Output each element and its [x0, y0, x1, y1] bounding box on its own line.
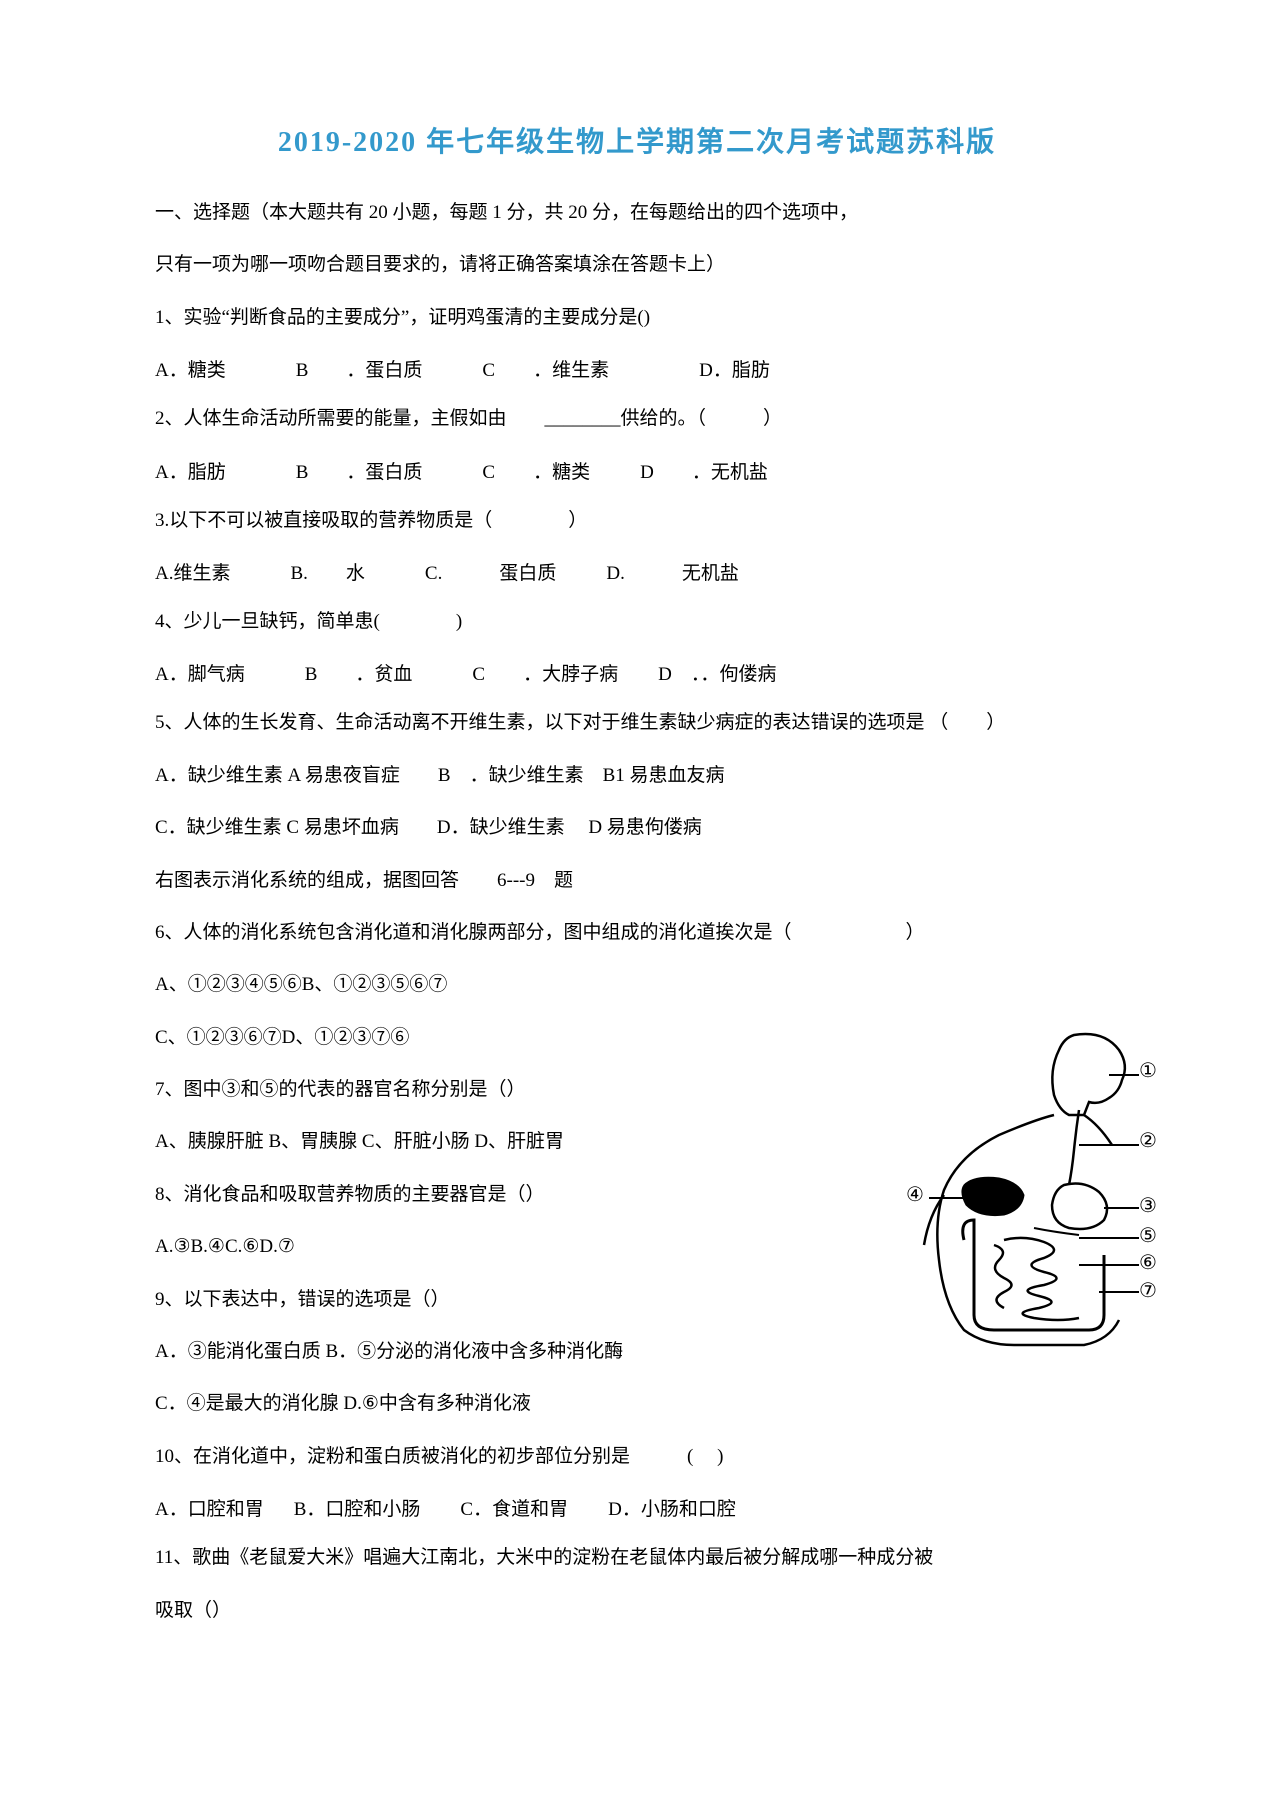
question-text: 3.以下不可以被直接吸取的营养物质是（ ） [155, 506, 1119, 536]
question-text: 6、人体的消化系统包含消化道和消化腺两部分，图中组成的消化道挨次是（ ） [155, 918, 1119, 948]
option: D. 无机盐 [606, 558, 738, 585]
option: C ．大脖子病 [472, 659, 618, 686]
question-options: A．脂肪 B ．蛋白质 C ．糖类 D ．无机盐 [155, 457, 1119, 484]
question-text: 4、少儿一旦缺钙，简单患( ) [155, 607, 1119, 637]
option: B．口腔和小肠 [294, 1494, 421, 1521]
diagram-label-1: ① [1139, 1058, 1157, 1083]
question-text: 右图表示消化系统的组成，据图回答 6---9 题 [155, 866, 1119, 896]
option: B ．蛋白质 [296, 355, 423, 382]
option: C．食道和胃 [460, 1494, 568, 1521]
question-options: A．糖类 B ．蛋白质 C ．维生素 D．脂肪 [155, 355, 1119, 382]
question-text: 1、实验“判断食品的主要成分”，证明鸡蛋清的主要成分是() [155, 303, 1119, 333]
option: D ．无机盐 [640, 457, 768, 484]
question-text: 11、歌曲《老鼠爱大米》唱遍大江南北，大米中的淀粉在老鼠体内最后被分解成哪一种成… [155, 1543, 1119, 1573]
instruction-line: 一、选择题（本大题共有 20 小题，每题 1 分，共 20 分，在每题给出的四个… [155, 198, 1119, 228]
question-text: 2、人体生命活动所需要的能量，主假如由 ________供给的。（ ） [155, 404, 1119, 434]
option: C ．糖类 [482, 457, 590, 484]
option: C ．维生素 [482, 355, 609, 382]
question-options-line: A．缺少维生素 A 易患夜盲症 B ．缺少维生素 B1 易患血友病 [155, 761, 1119, 791]
diagram-label-5: ⑤ [1139, 1223, 1157, 1248]
question-options-line: A、①②③④⑤⑥B、①②③⑤⑥⑦ [155, 970, 1119, 1000]
option: B ．贫血 [305, 659, 413, 686]
option: D．脂肪 [699, 355, 770, 382]
question-text: 吸取（） [155, 1596, 1119, 1626]
question-options: A．口腔和胃 B．口腔和小肠 C．食道和胃 D．小肠和口腔 [155, 1494, 1119, 1521]
option: D ．．佝偻病 [658, 659, 776, 686]
option: A．糖类 [155, 355, 226, 382]
option: D．小肠和口腔 [608, 1494, 736, 1521]
option: A．脚气病 [155, 659, 245, 686]
diagram-label-4: ④ [906, 1182, 924, 1207]
question-options: A．脚气病 B ．贫血 C ．大脖子病 D ．．佝偻病 [155, 659, 1119, 686]
option: A．脂肪 [155, 457, 226, 484]
option: B ．蛋白质 [296, 457, 423, 484]
question-options-line: C．④是最大的消化腺 D.⑥中含有多种消化液 [155, 1389, 1119, 1419]
digestive-system-diagram: ① ② ③ ④ ⑤ ⑥ ⑦ [904, 1020, 1164, 1350]
option: B. 水 [290, 558, 364, 585]
question-options: A.维生素 B. 水 C. 蛋白质 D. 无机盐 [155, 558, 1119, 585]
diagram-label-2: ② [1139, 1128, 1157, 1153]
page-title: 2019-2020 年七年级生物上学期第二次月考试题苏科版 [155, 120, 1119, 160]
option: C. 蛋白质 [425, 558, 556, 585]
diagram-label-3: ③ [1139, 1193, 1157, 1218]
instruction-line: 只有一项为哪一项吻合题目要求的，请将正确答案填涂在答题卡上） [155, 250, 1119, 280]
diagram-label-6: ⑥ [1139, 1250, 1157, 1275]
question-text: 5、人体的生长发育、生命活动离不开维生素，以下对于维生素缺少病症的表达错误的选项… [155, 708, 1119, 738]
diagram-label-7: ⑦ [1139, 1278, 1157, 1303]
question-text: 10、在消化道中，淀粉和蛋白质被消化的初步部位分别是 ( ) [155, 1442, 1119, 1472]
option: A．口腔和胃 [155, 1494, 264, 1521]
question-options-line: C．缺少维生素 C 易患坏血病 D．缺少维生素 D 易患佝偻病 [155, 813, 1119, 843]
option: A.维生素 [155, 558, 230, 585]
